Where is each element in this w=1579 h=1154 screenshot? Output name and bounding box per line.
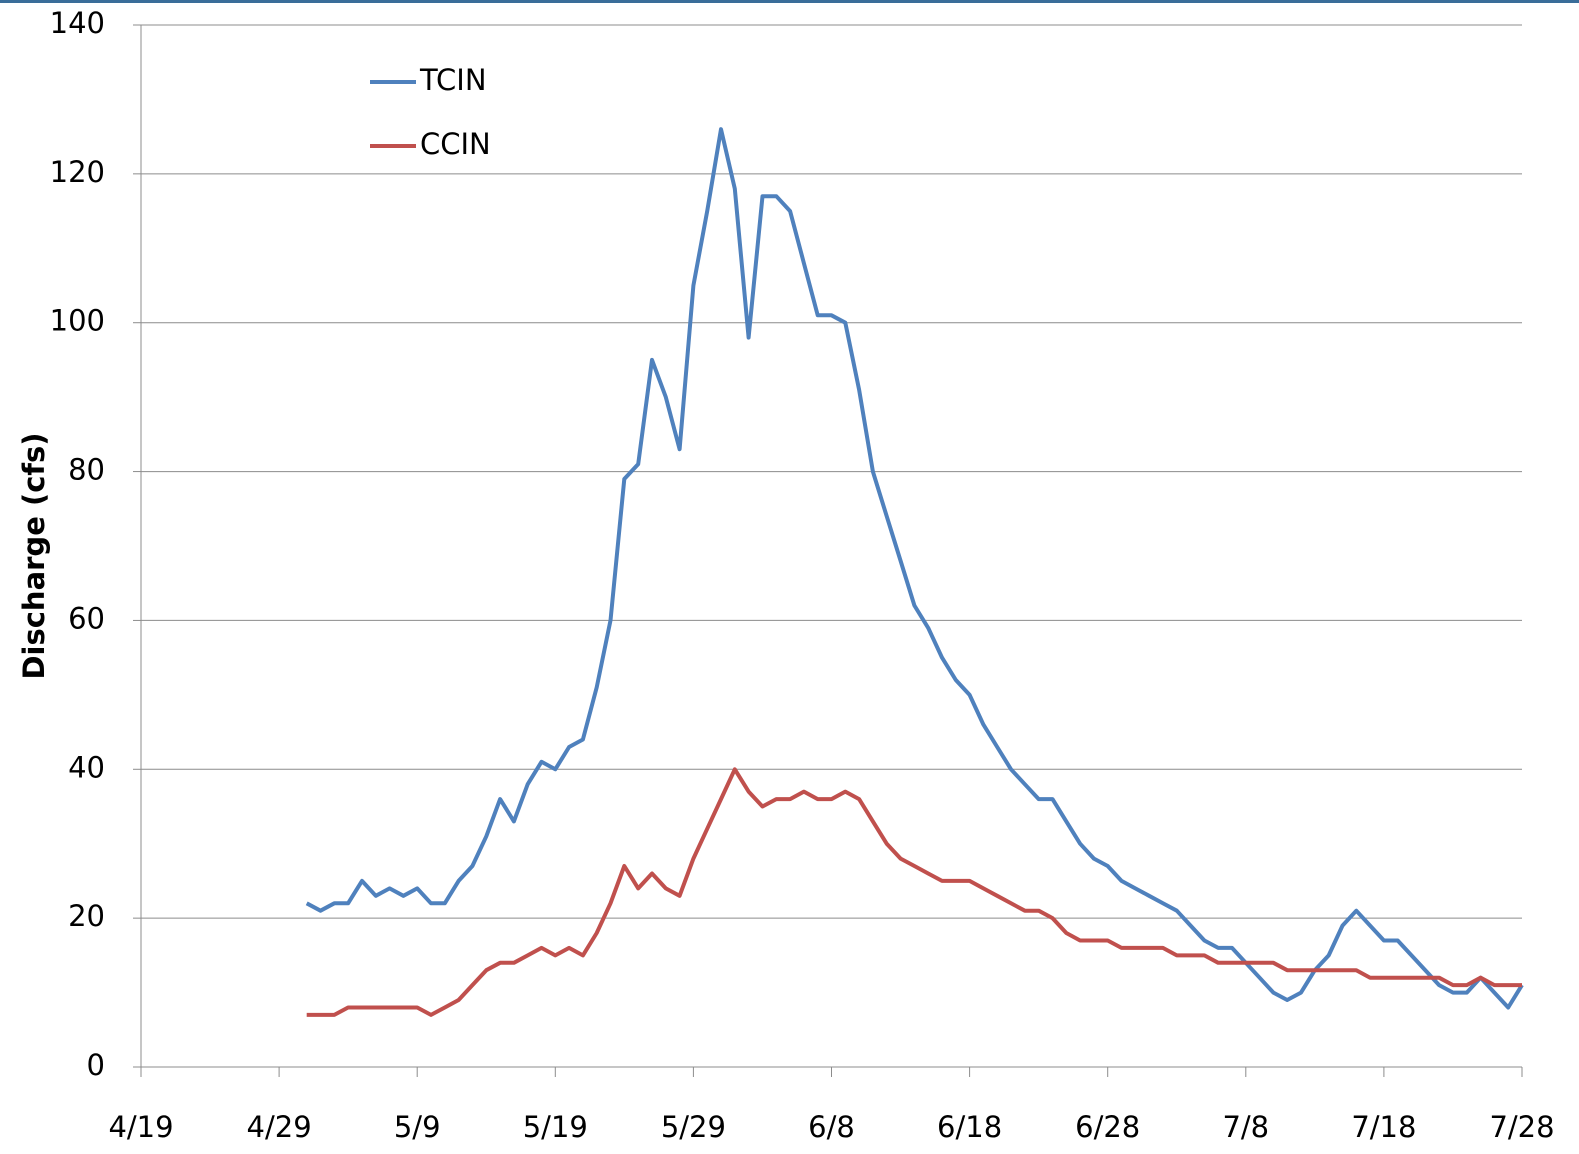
legend-label: CCIN — [420, 127, 491, 161]
x-tick-label: 6/28 — [1075, 1110, 1140, 1144]
x-tick-label: 4/29 — [247, 1110, 312, 1144]
x-tick-label: 7/28 — [1489, 1110, 1554, 1144]
x-tick-label: 5/9 — [394, 1110, 441, 1144]
x-tick-label: 5/29 — [661, 1110, 726, 1144]
y-tick-label: 80 — [68, 453, 105, 487]
y-axis-label: Discharge (cfs) — [17, 432, 51, 679]
y-tick-label: 120 — [50, 155, 105, 189]
legend-label: TCIN — [419, 63, 487, 97]
x-tick-label: 4/19 — [108, 1110, 173, 1144]
x-tick-label: 5/19 — [523, 1110, 588, 1144]
y-tick-label: 20 — [68, 899, 105, 933]
y-tick-label: 0 — [87, 1048, 105, 1082]
x-tick-label: 7/8 — [1222, 1110, 1269, 1144]
series-line — [306, 767, 1522, 1017]
y-tick-label: 140 — [50, 6, 105, 40]
y-tick-label: 100 — [50, 304, 105, 338]
series-line — [305, 127, 1524, 1010]
y-tick-label: 60 — [68, 601, 105, 635]
y-tick-label: 40 — [68, 750, 105, 784]
x-tick-label: 6/8 — [808, 1110, 855, 1144]
top-border — [0, 0, 1579, 3]
x-tick-label: 6/18 — [937, 1110, 1002, 1144]
x-tick-label: 7/18 — [1351, 1110, 1416, 1144]
